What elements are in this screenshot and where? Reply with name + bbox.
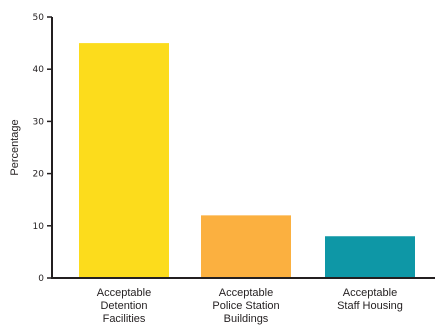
y-tick-label: 30 — [33, 117, 45, 127]
y-tick-label: 20 — [33, 170, 45, 180]
y-tick-label: 50 — [33, 13, 45, 23]
y-tick-label: 10 — [33, 222, 45, 232]
y-tick-label: 0 — [38, 274, 44, 284]
bars — [79, 43, 415, 278]
bar — [201, 215, 291, 278]
y-axis-ticks: 0 10 20 30 40 50 — [33, 13, 52, 284]
y-axis-title: Percentage — [9, 119, 21, 175]
x-axis-labels: Acceptable Detention Facilities Acceptable P… — [97, 287, 403, 325]
bar — [325, 236, 415, 278]
bar — [79, 43, 169, 278]
y-tick-label: 40 — [33, 65, 45, 75]
x-category-label: Acceptable Police Station Buildings — [212, 287, 279, 325]
x-category-label: Acceptable Staff Housing — [337, 287, 403, 312]
x-category-label: Acceptable Detention Facilities — [97, 287, 151, 325]
